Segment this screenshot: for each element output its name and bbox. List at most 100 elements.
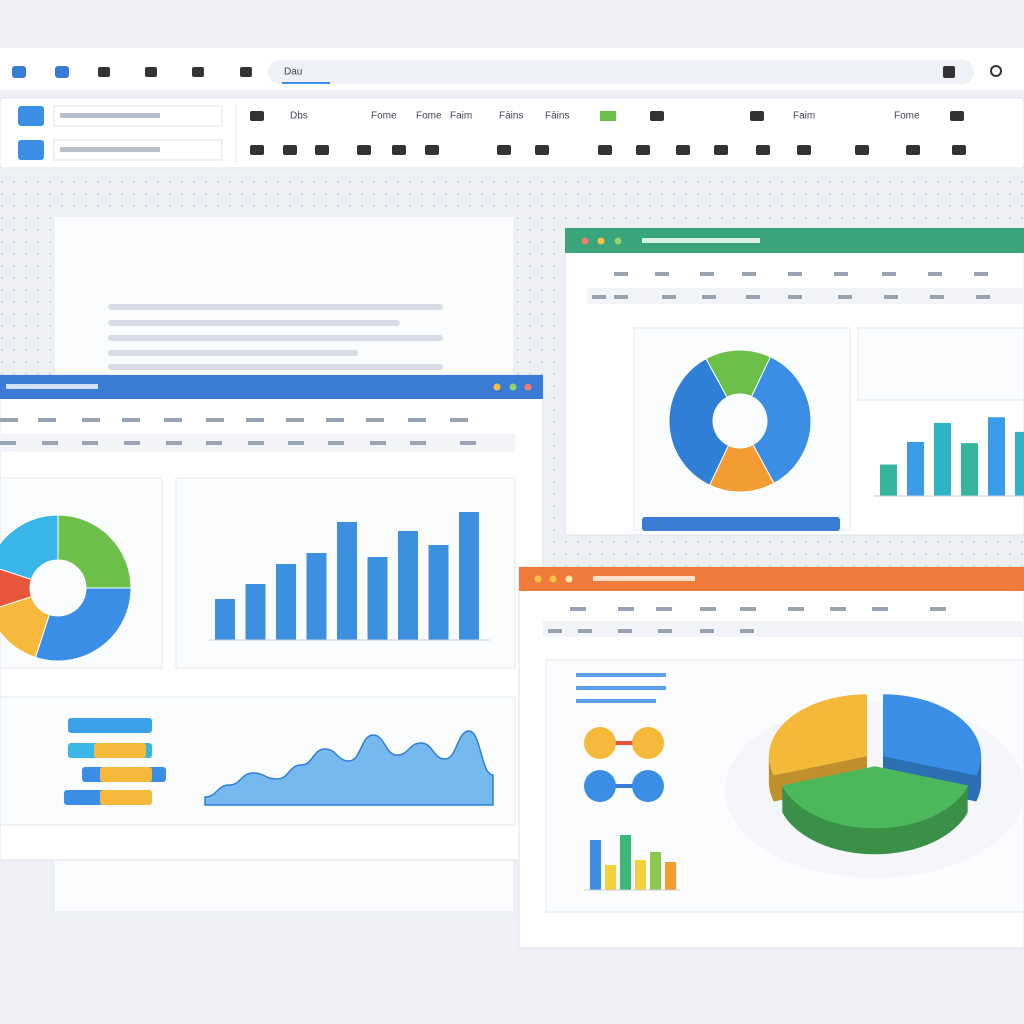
icon[interactable]	[250, 111, 264, 121]
placeholder-text	[246, 418, 264, 422]
bar	[590, 840, 601, 890]
placeholder-text	[618, 629, 632, 633]
placeholder-text	[614, 295, 628, 299]
icon[interactable]	[55, 66, 69, 78]
ribbon-label: Fome	[416, 111, 442, 122]
placeholder-text	[164, 418, 182, 422]
placeholder-text	[408, 418, 426, 422]
placeholder-text	[788, 272, 802, 276]
placeholder-text	[788, 295, 802, 299]
icon[interactable]	[12, 66, 26, 78]
icon[interactable]	[283, 145, 297, 155]
icon[interactable]	[676, 145, 690, 155]
placeholder-text	[700, 629, 714, 633]
placeholder-text	[788, 607, 804, 611]
placeholder-text	[286, 418, 304, 422]
ribbon-button[interactable]	[18, 106, 44, 126]
placeholder-text	[592, 295, 606, 299]
window-header	[565, 228, 1024, 253]
icon[interactable]	[906, 145, 920, 155]
bar	[428, 545, 449, 640]
placeholder-text	[570, 607, 586, 611]
placeholder-text	[328, 441, 344, 445]
bar	[934, 422, 951, 496]
icon[interactable]	[797, 145, 811, 155]
icon[interactable]	[98, 67, 110, 77]
dropdown[interactable]	[53, 139, 223, 161]
placeholder-text	[700, 272, 714, 276]
icon[interactable]	[192, 67, 204, 77]
icon[interactable]	[145, 67, 157, 77]
table-row	[587, 288, 1024, 304]
placeholder-text	[548, 629, 562, 633]
icon[interactable]	[250, 145, 264, 155]
placeholder-text	[370, 441, 386, 445]
icon[interactable]	[240, 67, 252, 77]
window-title	[642, 238, 760, 243]
pie-slice	[768, 694, 867, 776]
search-icon[interactable]	[990, 65, 1002, 77]
icon[interactable]	[636, 145, 650, 155]
icon[interactable]	[950, 111, 964, 121]
icon[interactable]	[392, 145, 406, 155]
bar	[245, 584, 266, 640]
tool-icons	[98, 65, 1002, 78]
bar	[961, 443, 978, 496]
placeholder-text	[206, 441, 222, 445]
icon[interactable]	[425, 145, 439, 155]
placeholder-text	[928, 272, 942, 276]
icon[interactable]	[952, 145, 966, 155]
icon[interactable]	[357, 145, 371, 155]
bar	[367, 557, 388, 640]
donut-segment	[34, 587, 132, 662]
placeholder-text	[614, 272, 628, 276]
ribbon-button[interactable]	[18, 140, 44, 160]
icon[interactable]	[315, 145, 329, 155]
icon[interactable]	[855, 145, 869, 155]
placeholder-text	[655, 272, 669, 276]
bar	[650, 852, 661, 890]
placeholder-text	[930, 295, 944, 299]
icon[interactable]	[598, 145, 612, 155]
icon[interactable]	[750, 111, 764, 121]
placeholder-text	[410, 441, 426, 445]
pie-slice	[883, 694, 982, 776]
placeholder-text	[656, 607, 672, 611]
donut-segment	[0, 568, 33, 608]
placeholder-text	[248, 441, 264, 445]
icon[interactable]	[600, 111, 616, 121]
ribbon-label: Fome	[894, 111, 920, 122]
bar	[665, 862, 676, 890]
bar	[459, 512, 479, 640]
address-bar[interactable]	[268, 60, 974, 84]
ribbon-icons: Dbs Fome Fome Faim Fāins Fāins Faim Fome	[250, 111, 966, 155]
ribbon-label: Fome	[371, 111, 397, 122]
ribbon-label: Fāins	[499, 111, 523, 122]
ribbon-label: Faim	[793, 111, 815, 122]
bar	[337, 522, 357, 640]
placeholder-text	[838, 295, 852, 299]
icon[interactable]	[943, 66, 955, 78]
icon[interactable]	[714, 145, 728, 155]
icon[interactable]	[497, 145, 511, 155]
placeholder-text	[206, 418, 224, 422]
bar	[620, 835, 631, 890]
dropdown[interactable]	[53, 105, 223, 127]
icon[interactable]	[650, 111, 664, 121]
bar	[605, 865, 616, 890]
bar	[215, 599, 235, 640]
icon[interactable]	[535, 145, 549, 155]
icon[interactable]	[756, 145, 770, 155]
placeholder-text	[60, 147, 160, 152]
placeholder-text	[976, 295, 990, 299]
label-bar	[100, 790, 152, 805]
placeholder-text	[366, 418, 384, 422]
donut-segment	[750, 356, 812, 484]
placeholder-text	[658, 629, 672, 633]
placeholder-text	[578, 629, 592, 633]
table-row	[543, 621, 1024, 637]
placeholder-text	[326, 418, 344, 422]
button[interactable]	[642, 517, 840, 531]
